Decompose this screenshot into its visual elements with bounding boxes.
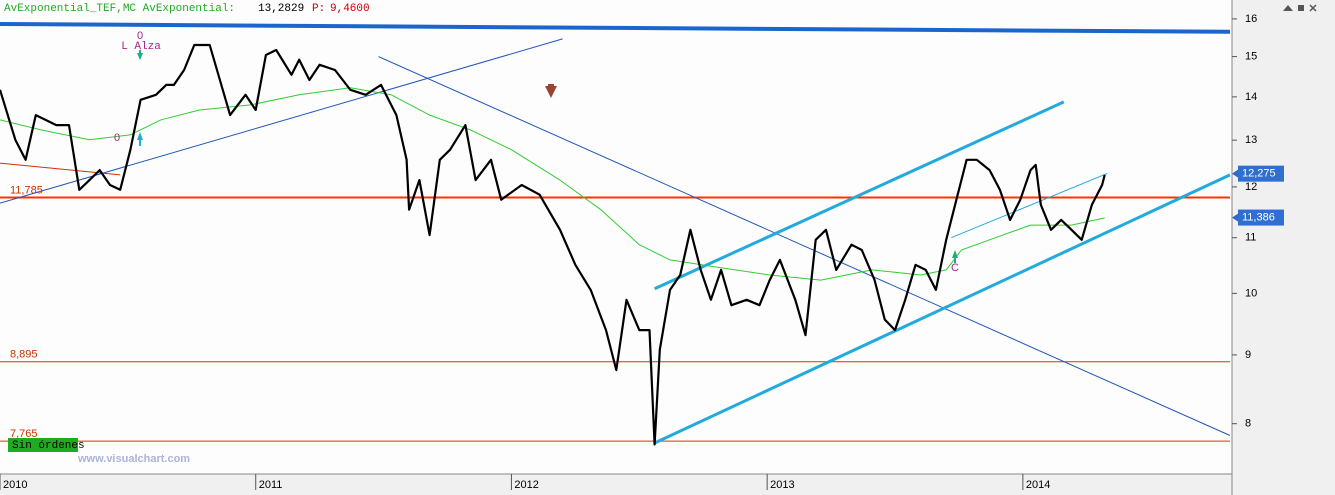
y-tick-label: 13 — [1245, 134, 1257, 146]
level-label: 11,785 — [10, 184, 43, 196]
status: Sin órdenes — [12, 440, 85, 452]
last-value-label: 11,386 — [1242, 211, 1275, 223]
x-tick-label: 2012 — [514, 479, 538, 491]
y-tick-label: 12 — [1245, 181, 1257, 193]
indicator-name: AvExponential_TEF,MC AvExponential: — [4, 3, 235, 15]
y-tick-label: 14 — [1245, 91, 1257, 103]
arrow-down — [137, 50, 143, 60]
indicator-value: 13,2829 — [258, 3, 304, 15]
plot-background — [0, 0, 1232, 474]
last-value-label: 12,275 — [1242, 168, 1276, 180]
watermark: www.visualchart.com — [77, 453, 190, 465]
y-tick-label: 8 — [1245, 418, 1251, 430]
last-value-box — [1238, 165, 1284, 182]
y-tick-label: 16 — [1245, 13, 1257, 25]
level-label: 8,895 — [10, 349, 38, 361]
trend-line — [653, 100, 1065, 291]
trend-line — [653, 173, 1231, 445]
button-close[interactable] — [1309, 4, 1317, 12]
price-value: 9,4600 — [330, 3, 370, 15]
button-up[interactable] — [1283, 5, 1293, 11]
y-tick-label: 15 — [1245, 50, 1257, 62]
last-value-pointer — [1232, 169, 1238, 178]
trend-line — [0, 162, 121, 176]
y-tick-label: 9 — [1245, 349, 1251, 361]
annotation: 0 — [137, 30, 143, 42]
arrow-up — [137, 132, 143, 146]
annotation: 0 — [114, 132, 120, 144]
button-square[interactable] — [1298, 5, 1304, 11]
y-axis-panel — [1232, 0, 1335, 495]
price-line — [0, 87, 1105, 281]
trend-line — [378, 56, 1231, 436]
y-tick-label: 11 — [1245, 232, 1256, 244]
indicator-header: AvExponential_TEF,MC AvExponential: 13,2… — [4, 3, 370, 15]
price-line — [0, 43, 1106, 446]
y-tick-label: 10 — [1245, 287, 1257, 299]
annotations: 0 L Alza 0 C — [114, 30, 959, 274]
arrow-down — [545, 84, 557, 98]
x-tick-label: 2013 — [770, 479, 794, 491]
arrow-up — [952, 250, 958, 263]
x-tick-label: 2014 — [1026, 479, 1050, 491]
status-box — [8, 438, 78, 452]
annotation: L Alza — [121, 41, 161, 53]
marks: 11,785 8,895 7,765 — [0, 22, 1231, 446]
x-axis-panel — [0, 474, 1232, 495]
window-buttons — [1283, 4, 1317, 12]
price-label: P: — [312, 3, 325, 15]
trend-line — [0, 22, 1231, 34]
last-value-box — [1238, 209, 1284, 226]
x-tick-label: 2011 — [259, 479, 283, 491]
last-value-pointer — [1232, 213, 1238, 222]
trend-line — [951, 172, 1108, 239]
annotation: C — [951, 262, 959, 274]
level-label: 7,765 — [10, 428, 38, 440]
x-tick-label: 2010 — [3, 479, 27, 491]
